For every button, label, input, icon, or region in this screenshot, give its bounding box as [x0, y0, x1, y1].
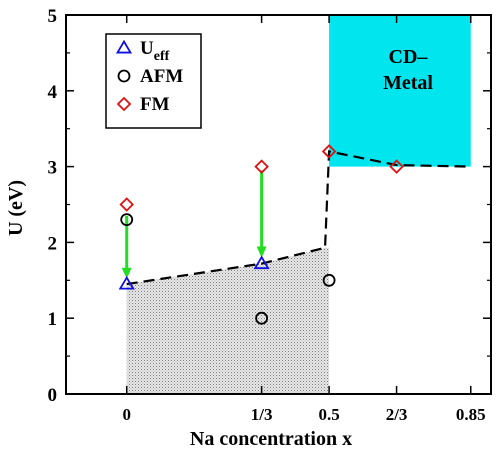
afm-point — [255, 311, 269, 325]
legend-marker — [115, 39, 133, 54]
u-point — [253, 255, 270, 270]
afm-point — [120, 213, 134, 227]
afm-point — [322, 273, 336, 287]
data-points — [118, 144, 404, 325]
x-tick-label: 0.85 — [456, 405, 486, 424]
x-tick-label: 2/3 — [386, 405, 408, 424]
fm-point — [321, 144, 337, 159]
legend-label-subscript: eff — [154, 49, 170, 64]
metal-region — [329, 15, 471, 167]
arrow-head — [121, 267, 132, 279]
u-point — [118, 275, 135, 290]
arrow-head — [256, 246, 267, 258]
axes: 0 1 2 3 4 5 0 1/3 0.5 2/3 0.85 — [48, 6, 492, 424]
fm-point — [254, 159, 269, 174]
boundary-line — [126, 150, 471, 286]
regions — [126, 15, 471, 394]
y-tick-label: 4 — [48, 82, 58, 103]
y-axis-label: U (eV) — [5, 180, 27, 236]
insulator-region — [126, 247, 330, 394]
y-tick-label: 1 — [48, 309, 58, 330]
x-axis-label: Na concentration x — [190, 428, 352, 450]
legend-label: FM — [140, 94, 170, 115]
y-tick-label: 2 — [48, 233, 58, 254]
legend-marker — [117, 69, 131, 83]
legend-marker — [116, 96, 132, 112]
y-tick-label: 5 — [48, 6, 58, 27]
y-tick-label: 0 — [48, 385, 58, 406]
metal-region-label: CD– — [389, 46, 429, 68]
fm-point — [389, 159, 404, 174]
fm-point — [119, 197, 134, 212]
y-tick-label: 3 — [48, 158, 58, 179]
x-tick-label: 0 — [122, 405, 131, 424]
arrows — [121, 170, 267, 279]
metal-region-label: Metal — [383, 72, 433, 94]
x-tick-label: 1/3 — [251, 405, 273, 424]
legend-label: AFM — [140, 66, 183, 87]
phase-boundary — [126, 150, 471, 286]
x-tick-label: 0.5 — [318, 405, 339, 424]
